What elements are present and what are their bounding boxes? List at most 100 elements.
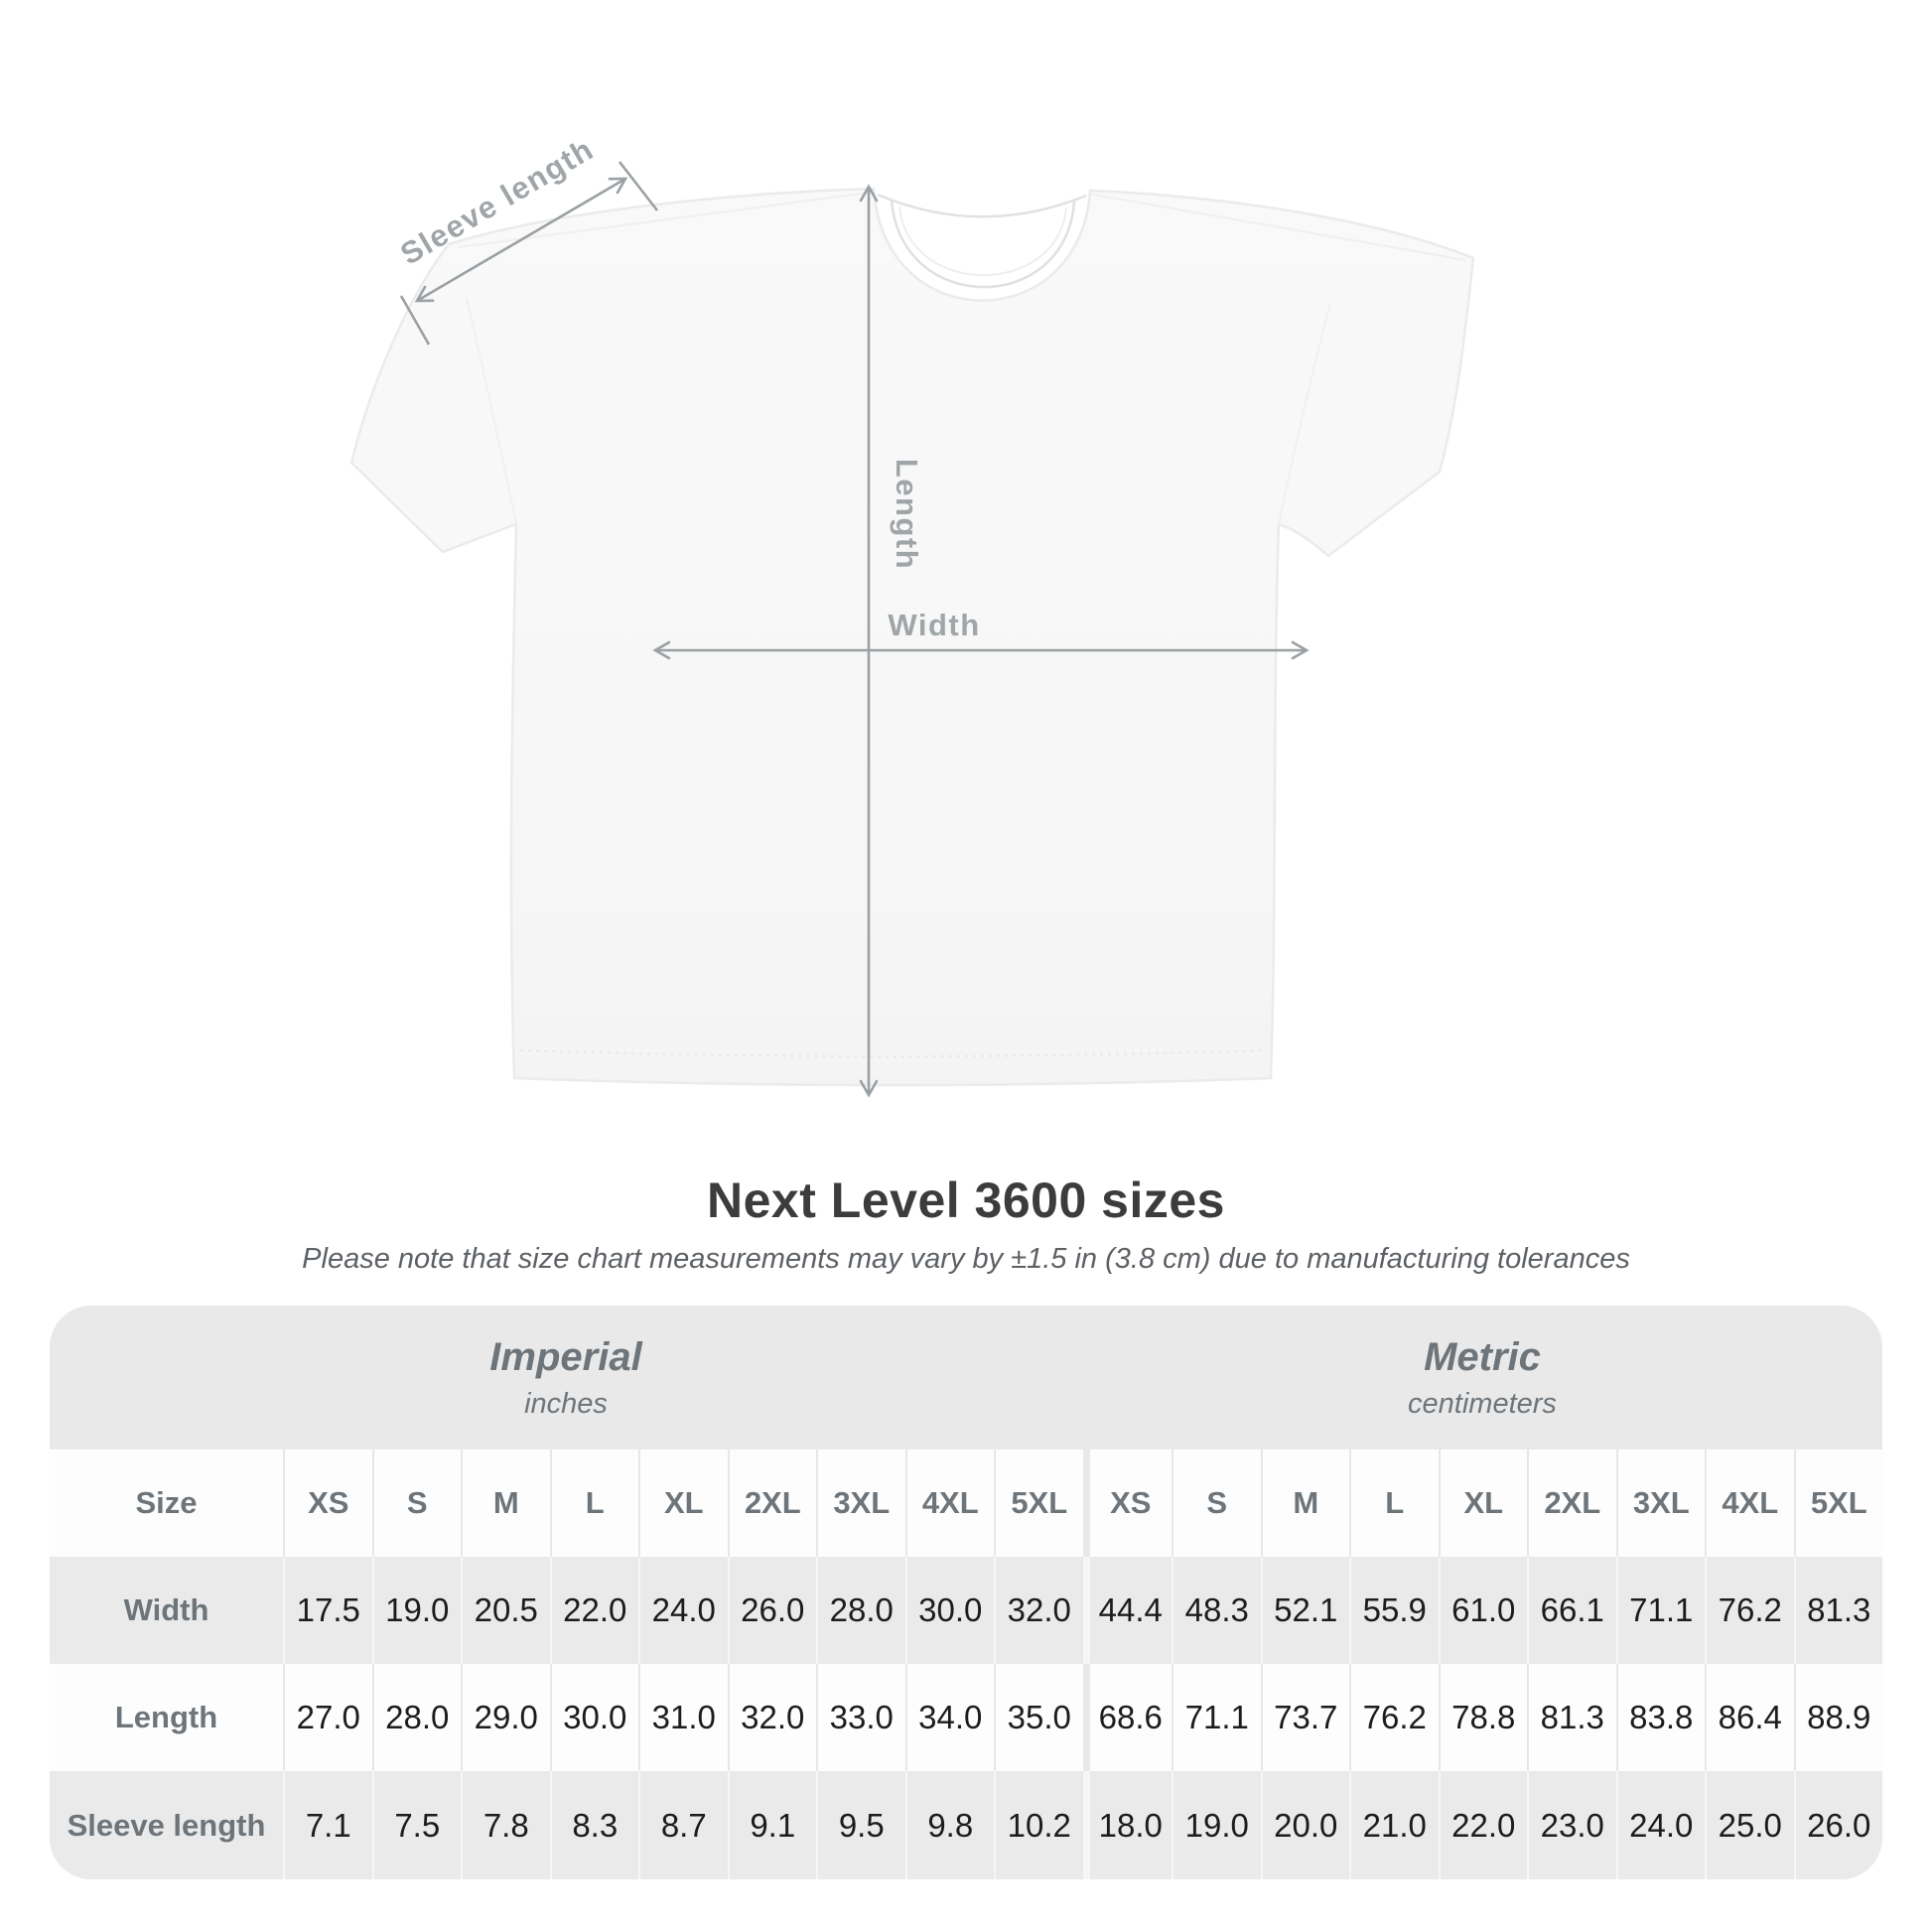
table-row-sleeve-length: Sleeve length 7.1 7.5 7.8 8.3 8.7 9.1 9.… bbox=[50, 1771, 1882, 1879]
page-title: Next Level 3600 sizes bbox=[707, 1173, 1225, 1228]
size-col-imperial-2xl: 2XL bbox=[727, 1449, 817, 1557]
length-imperial-2xl: 32.0 bbox=[727, 1664, 817, 1771]
sleeve-metric-4xl: 25.0 bbox=[1705, 1771, 1794, 1879]
width-imperial-m: 20.5 bbox=[461, 1557, 550, 1664]
size-header-label: Size bbox=[135, 1485, 198, 1520]
width-imperial-l: 22.0 bbox=[549, 1557, 639, 1664]
sleeve-metric-2xl: 23.0 bbox=[1527, 1771, 1616, 1879]
length-imperial-5xl: 35.0 bbox=[994, 1664, 1083, 1771]
width-metric-l: 55.9 bbox=[1349, 1557, 1439, 1664]
imperial-name: Imperial bbox=[489, 1335, 642, 1379]
hem-stitch-line bbox=[519, 1049, 1268, 1057]
sleeve-metric-5xl: 26.0 bbox=[1793, 1771, 1883, 1879]
sleeve-imperial-s: 7.5 bbox=[371, 1771, 462, 1879]
length-metric-xs: 68.6 bbox=[1082, 1664, 1173, 1771]
length-metric-5xl: 88.9 bbox=[1793, 1664, 1883, 1771]
size-col-imperial-m: M bbox=[461, 1449, 550, 1557]
length-metric-3xl: 83.8 bbox=[1615, 1664, 1706, 1771]
size-col-metric-xs: XS bbox=[1082, 1449, 1173, 1557]
width-imperial-2xl: 26.0 bbox=[727, 1557, 817, 1664]
sleeve-imperial-m: 7.8 bbox=[461, 1771, 550, 1879]
length-imperial-s: 28.0 bbox=[371, 1664, 462, 1771]
width-imperial-xl: 24.0 bbox=[638, 1557, 728, 1664]
row-label-length: Length bbox=[114, 1700, 218, 1734]
width-metric-m: 52.1 bbox=[1260, 1557, 1350, 1664]
length-metric-xl: 78.8 bbox=[1438, 1664, 1528, 1771]
width-metric-5xl: 81.3 bbox=[1793, 1557, 1883, 1664]
sleeve-metric-xs: 18.0 bbox=[1082, 1771, 1173, 1879]
size-header-row: Size XS S M L XL 2XL 3XL 4XL 5XL XS S M … bbox=[50, 1449, 1882, 1557]
size-col-metric-m: M bbox=[1260, 1449, 1350, 1557]
sleeve-imperial-xs: 7.1 bbox=[283, 1771, 372, 1879]
width-metric-4xl: 76.2 bbox=[1705, 1557, 1794, 1664]
collar-back-line bbox=[877, 193, 1087, 218]
width-metric-3xl: 71.1 bbox=[1615, 1557, 1706, 1664]
width-metric-s: 48.3 bbox=[1172, 1557, 1261, 1664]
row-label-width: Width bbox=[123, 1592, 209, 1627]
right-sleeve-seam bbox=[1278, 302, 1331, 525]
size-col-metric-s: S bbox=[1172, 1449, 1261, 1557]
sleeve-length-arrow bbox=[399, 161, 659, 345]
tolerance-note: Please note that size chart measurements… bbox=[302, 1243, 1630, 1275]
width-imperial-xs: 17.5 bbox=[283, 1557, 372, 1664]
size-col-imperial-s: S bbox=[371, 1449, 462, 1557]
width-metric-xl: 61.0 bbox=[1438, 1557, 1528, 1664]
size-col-imperial-l: L bbox=[549, 1449, 639, 1557]
size-col-metric-3xl: 3XL bbox=[1615, 1449, 1706, 1557]
sleeve-metric-m: 20.0 bbox=[1260, 1771, 1350, 1879]
length-metric-4xl: 86.4 bbox=[1705, 1664, 1794, 1771]
table-row-length: Length 27.0 28.0 29.0 30.0 31.0 32.0 33.… bbox=[50, 1664, 1882, 1771]
sleeve-arrow-cap-left bbox=[399, 295, 431, 345]
width-imperial-4xl: 30.0 bbox=[904, 1557, 995, 1664]
right-shoulder-seam bbox=[1087, 193, 1466, 261]
width-imperial-s: 19.0 bbox=[371, 1557, 462, 1664]
sleeve-imperial-l: 8.3 bbox=[549, 1771, 639, 1879]
sleeve-metric-s: 19.0 bbox=[1172, 1771, 1261, 1879]
sleeve-metric-3xl: 24.0 bbox=[1615, 1771, 1706, 1879]
length-metric-2xl: 81.3 bbox=[1527, 1664, 1616, 1771]
imperial-header: Imperial inches bbox=[50, 1334, 1082, 1421]
size-col-imperial-4xl: 4XL bbox=[904, 1449, 995, 1557]
sleeve-metric-xl: 22.0 bbox=[1438, 1771, 1528, 1879]
sleeve-imperial-5xl: 10.2 bbox=[994, 1771, 1083, 1879]
size-col-metric-xl: XL bbox=[1438, 1449, 1528, 1557]
sleeve-imperial-4xl: 9.8 bbox=[904, 1771, 995, 1879]
sleeve-imperial-2xl: 9.1 bbox=[727, 1771, 817, 1879]
unit-header-band: Imperial inches Metric centimeters bbox=[50, 1306, 1882, 1449]
width-metric-xs: 44.4 bbox=[1082, 1557, 1173, 1664]
metric-header: Metric centimeters bbox=[1082, 1334, 1882, 1421]
width-imperial-5xl: 32.0 bbox=[994, 1557, 1083, 1664]
length-label: Length bbox=[890, 459, 924, 570]
size-col-metric-2xl: 2XL bbox=[1527, 1449, 1616, 1557]
length-imperial-m: 29.0 bbox=[461, 1664, 550, 1771]
collar-rib-inner-line bbox=[898, 206, 1067, 276]
width-metric-2xl: 66.1 bbox=[1527, 1557, 1616, 1664]
collar-rib-line bbox=[890, 200, 1076, 289]
width-label: Width bbox=[888, 608, 980, 642]
row-label-sleeve-length: Sleeve length bbox=[67, 1807, 266, 1843]
sleeve-imperial-3xl: 9.5 bbox=[816, 1771, 905, 1879]
left-sleeve-seam bbox=[466, 297, 517, 525]
imperial-unit: inches bbox=[524, 1388, 608, 1420]
sleeve-metric-l: 21.0 bbox=[1349, 1771, 1439, 1879]
size-col-imperial-xs: XS bbox=[283, 1449, 372, 1557]
sleeve-arrow-cap-right bbox=[618, 161, 659, 211]
metric-name: Metric bbox=[1424, 1335, 1541, 1379]
tshirt-diagram: Sleeve length Length Width bbox=[349, 131, 1475, 1098]
length-imperial-l: 30.0 bbox=[549, 1664, 639, 1771]
table-row-width: Width 17.5 19.0 20.5 22.0 24.0 26.0 28.0… bbox=[50, 1557, 1882, 1664]
size-table: Imperial inches Metric centimeters Size … bbox=[50, 1306, 1882, 1879]
metric-unit: centimeters bbox=[1408, 1388, 1557, 1420]
length-metric-m: 73.7 bbox=[1260, 1664, 1350, 1771]
size-col-imperial-5xl: 5XL bbox=[994, 1449, 1083, 1557]
sleeve-imperial-xl: 8.7 bbox=[638, 1771, 728, 1879]
length-imperial-4xl: 34.0 bbox=[904, 1664, 995, 1771]
length-imperial-xl: 31.0 bbox=[638, 1664, 728, 1771]
length-imperial-3xl: 33.0 bbox=[816, 1664, 905, 1771]
size-col-imperial-3xl: 3XL bbox=[816, 1449, 905, 1557]
length-metric-s: 71.1 bbox=[1172, 1664, 1261, 1771]
width-imperial-3xl: 28.0 bbox=[816, 1557, 905, 1664]
size-col-imperial-xl: XL bbox=[638, 1449, 728, 1557]
size-col-metric-5xl: 5XL bbox=[1793, 1449, 1883, 1557]
